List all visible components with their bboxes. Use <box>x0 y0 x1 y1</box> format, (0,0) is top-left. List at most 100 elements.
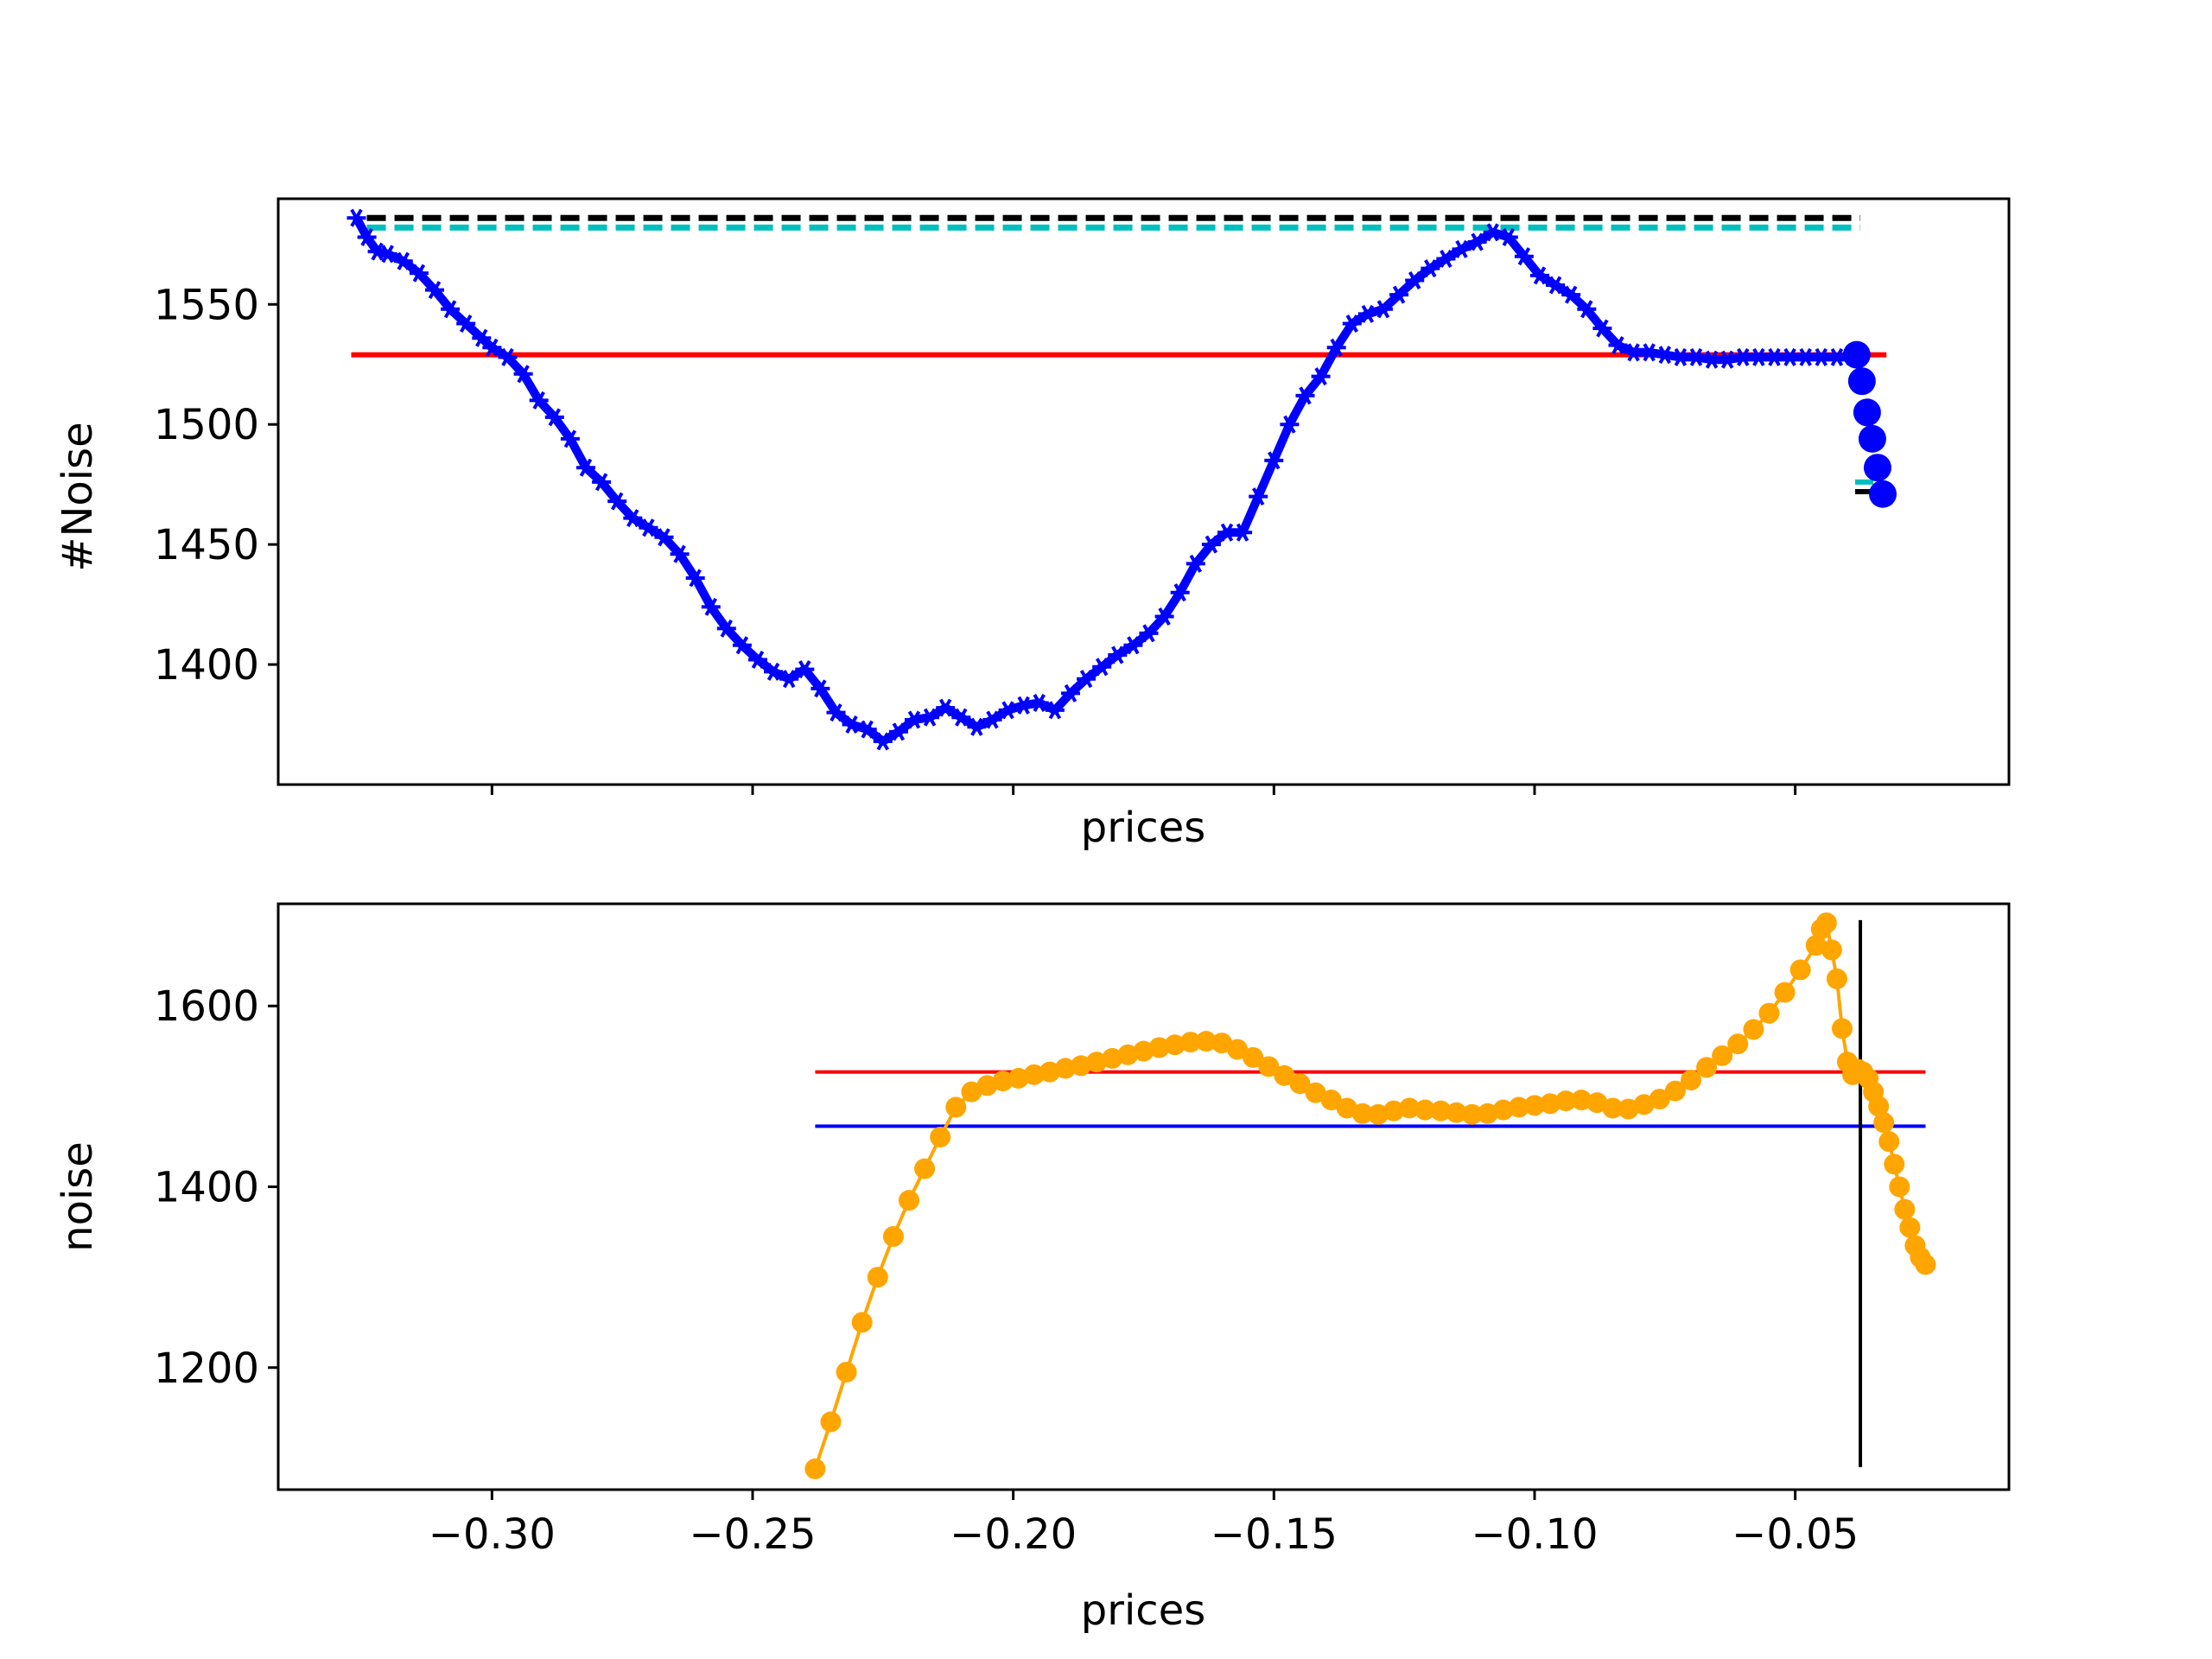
top-star-stroke <box>594 473 608 492</box>
bottom-x-tick-label: −0.10 <box>1471 1510 1598 1559</box>
top-star-marker <box>1170 583 1190 602</box>
top-star-stroke <box>1752 347 1765 366</box>
top-star-stroke <box>1611 335 1624 355</box>
bottom-y-tick-label: 1200 <box>154 1344 259 1393</box>
top-star-marker <box>998 701 1018 720</box>
top-star-marker <box>1530 266 1549 285</box>
bottom-dot-marker <box>1884 1154 1905 1175</box>
bottom-dot-marker <box>1477 1103 1498 1124</box>
bottom-dot-marker <box>899 1190 920 1211</box>
bottom-dot-marker <box>1336 1097 1357 1119</box>
bottom-dot-marker <box>1633 1094 1655 1116</box>
top-star-marker <box>1592 319 1612 338</box>
top-star-stroke <box>876 732 890 751</box>
bottom-dot-marker <box>1117 1044 1139 1065</box>
top-star-stroke <box>1440 249 1452 269</box>
bottom-dot-marker <box>1831 1018 1853 1039</box>
top-star-stroke <box>923 708 937 727</box>
top-star-stroke <box>1127 636 1140 655</box>
top-panel: 1400 1450 1500 1550 prices #Noise <box>54 197 2011 852</box>
top-star-marker <box>1452 239 1471 258</box>
top-star-marker <box>1326 338 1346 357</box>
top-star-marker <box>378 245 397 264</box>
top-star-marker <box>920 708 940 727</box>
top-star-marker <box>905 710 924 729</box>
top-y-axis-label: #Noise <box>54 422 102 571</box>
top-star-stroke <box>1627 343 1640 362</box>
bottom-dot-marker <box>1039 1061 1060 1083</box>
bottom-dot-marker <box>820 1411 842 1433</box>
top-star-stroke <box>1251 487 1265 506</box>
bottom-dot-marker <box>1492 1099 1514 1121</box>
top-star-marker <box>951 708 971 727</box>
top-star-stroke <box>1376 300 1390 319</box>
top-star-stroke <box>782 670 796 689</box>
top-star-stroke <box>751 650 765 670</box>
bottom-dot-marker <box>1868 1096 1890 1117</box>
top-star-marker <box>1311 367 1331 386</box>
top-star-stroke <box>1486 223 1499 242</box>
top-star-marker <box>873 732 893 751</box>
top-star-stroke <box>986 710 999 729</box>
top-star-stroke <box>1689 347 1703 366</box>
top-star-marker <box>1546 276 1566 295</box>
top-y-tick-label: 1500 <box>154 401 259 449</box>
top-star-marker <box>764 662 784 681</box>
top-dot-marker <box>1858 424 1886 453</box>
top-star-stroke <box>1783 347 1796 366</box>
top-star-marker <box>1357 304 1377 323</box>
top-star-marker <box>842 715 861 734</box>
top-star-stroke <box>658 528 671 547</box>
top-star-stroke <box>1455 239 1468 258</box>
bottom-x-tick-label: −0.15 <box>1211 1510 1338 1559</box>
top-star-marker <box>456 314 476 334</box>
bottom-dot-marker <box>1446 1102 1467 1123</box>
top-star-marker <box>1201 535 1221 554</box>
top-y-tick-label: 1450 <box>154 521 259 569</box>
top-star-stroke <box>1095 658 1109 677</box>
top-star-marker <box>472 328 492 347</box>
top-star-marker <box>1139 624 1159 643</box>
bottom-dot-marker <box>961 1081 982 1103</box>
bottom-dot-marker <box>1133 1040 1154 1062</box>
top-star-stroke <box>381 245 394 264</box>
bottom-dot-marker <box>1414 1099 1436 1121</box>
bottom-dot-marker <box>1461 1103 1483 1125</box>
bottom-dot-marker <box>1727 1033 1749 1055</box>
bottom-dot-marker <box>1571 1090 1592 1111</box>
top-x-axis-label: prices <box>1081 804 1205 852</box>
bottom-dot-marker <box>1148 1037 1170 1058</box>
top-star-stroke <box>845 715 858 734</box>
top-star-stroke <box>1392 285 1406 304</box>
bottom-dot-marker <box>930 1126 951 1147</box>
bottom-dot-marker <box>1227 1039 1249 1060</box>
top-y-axis: 1400 1450 1500 1550 <box>154 281 278 690</box>
top-star-marker <box>513 365 533 384</box>
top-star-marker <box>1342 314 1362 334</box>
top-star-marker <box>779 670 799 689</box>
bottom-dot-marker <box>836 1361 857 1382</box>
top-star-marker <box>1061 683 1080 702</box>
top-star-stroke <box>1111 645 1124 664</box>
top-star-stroke <box>1596 319 1609 338</box>
bottom-dot-marker <box>851 1312 873 1333</box>
top-star-marker <box>623 509 643 528</box>
bottom-dot-marker <box>1680 1070 1701 1091</box>
top-star-stroke <box>1737 347 1750 366</box>
top-star-stroke <box>907 710 921 729</box>
top-star-marker <box>1389 285 1409 304</box>
top-star-stroke <box>1283 415 1296 434</box>
top-star-stroke <box>548 408 562 427</box>
bottom-dot-marker <box>1712 1045 1733 1066</box>
bottom-dot-marker <box>1320 1090 1342 1111</box>
top-star-marker <box>1655 346 1675 365</box>
top-star-stroke <box>1768 347 1781 366</box>
top-star-stroke <box>1548 276 1562 295</box>
bottom-y-axis-label: noise <box>54 1141 102 1252</box>
top-star-marker <box>1264 451 1284 470</box>
top-star-marker <box>592 473 612 492</box>
top-star-stroke <box>412 264 426 283</box>
bottom-x-tick-label: −0.30 <box>429 1510 556 1559</box>
top-star-marker <box>748 650 767 670</box>
